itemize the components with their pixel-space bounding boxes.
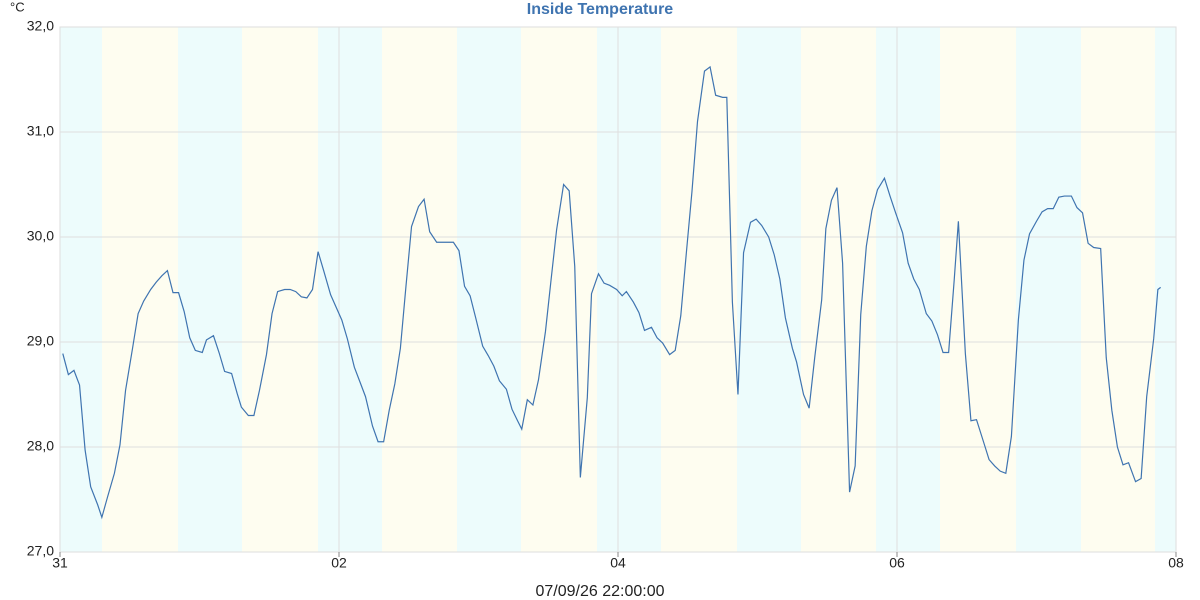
night-band [60, 27, 102, 552]
night-band [457, 27, 521, 552]
day-band [382, 27, 457, 552]
night-band [1155, 27, 1176, 552]
y-tick-label: 29,0 [27, 333, 54, 349]
day-band [521, 27, 597, 552]
night-band [178, 27, 242, 552]
x-axis-label: 07/09/26 22:00:00 [535, 583, 664, 600]
x-tick-label: 06 [889, 555, 905, 571]
day-band [1081, 27, 1155, 552]
y-tick-label: 28,0 [27, 438, 54, 454]
night-band [737, 27, 801, 552]
day-band [242, 27, 318, 552]
night-band [1016, 27, 1081, 552]
y-tick-label: 30,0 [27, 228, 54, 244]
day-band [661, 27, 737, 552]
y-tick-label: 27,0 [27, 543, 54, 559]
night-band [597, 27, 661, 552]
day-band [801, 27, 876, 552]
night-band [318, 27, 382, 552]
temperature-line [62, 65, 1162, 520]
x-tick-label: 08 [1168, 555, 1184, 571]
x-tick-label: 04 [610, 555, 626, 571]
day-band [102, 27, 178, 552]
y-tick-label: 31,0 [27, 123, 54, 139]
night-band [876, 27, 940, 552]
y-tick-label: 32,0 [27, 18, 54, 34]
x-tick-label: 31 [52, 555, 68, 571]
day-band [940, 27, 1016, 552]
y-unit: °C [10, 0, 25, 14]
chart-title: Inside Temperature [527, 1, 674, 18]
x-tick-label: 02 [331, 555, 347, 571]
